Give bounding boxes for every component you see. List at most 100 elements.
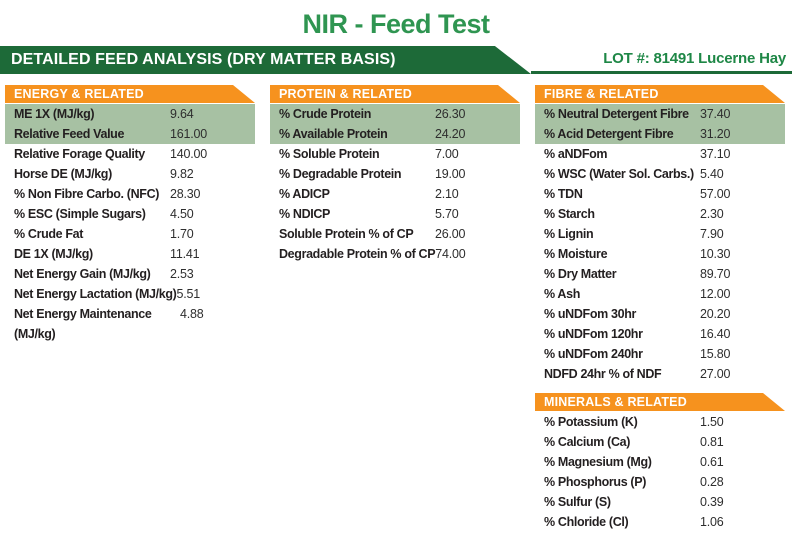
row-value: 4.50: [170, 207, 194, 221]
table-row: % Non Fibre Carbo. (NFC) 28.30: [5, 184, 255, 204]
row-value: 1.50: [700, 415, 724, 429]
table-row: % aNDFom 37.10: [535, 144, 785, 164]
table-row: % WSC (Water Sol. Carbs.) 5.40: [535, 164, 785, 184]
row-value: 74.00: [435, 247, 466, 261]
row-value: 26.00: [435, 227, 466, 241]
row-label: DE 1X (MJ/kg): [14, 247, 93, 261]
row-label: % Non Fibre Carbo. (NFC): [14, 187, 160, 201]
table-row: % Soluble Protein 7.00: [270, 144, 520, 164]
section-minerals: MINERALS & RELATED % Potassium (K) 1.50% …: [535, 393, 785, 532]
row-value: 0.39: [700, 495, 724, 509]
row-label: Horse DE (MJ/kg): [14, 167, 112, 181]
lot-number: LOT #: 81491 Lucerne Hay: [603, 50, 786, 67]
row-label: % TDN: [544, 187, 583, 201]
table-row: % Ash 12.00: [535, 284, 785, 304]
row-value: 2.10: [435, 187, 459, 201]
table-row: Net Energy Maintenance (MJ/kg) 4.88: [5, 304, 255, 344]
row-value: 9.64: [170, 107, 194, 121]
row-label: % aNDFom: [544, 147, 608, 161]
table-row: % Lignin 7.90: [535, 224, 785, 244]
table-row: % Starch 2.30: [535, 204, 785, 224]
table-row: % Phosphorus (P) 0.28: [535, 472, 785, 492]
row-label: % Crude Protein: [279, 107, 371, 121]
section-protein: PROTEIN & RELATED % Crude Protein 26.30% …: [270, 85, 520, 264]
row-value: 24.20: [435, 127, 466, 141]
row-value: 9.82: [170, 167, 194, 181]
table-row: % TDN 57.00: [535, 184, 785, 204]
section-title-minerals: MINERALS & RELATED: [535, 393, 785, 411]
section-rows-protein: % Crude Protein 26.30 % Available Protein 2…: [270, 104, 520, 264]
table-row: % uNDFom 30hr 20.20: [535, 304, 785, 324]
row-value: 28.30: [170, 187, 201, 201]
table-row: % Chloride (Cl) 1.06: [535, 512, 785, 532]
banner-title: DETAILED FEED ANALYSIS (DRY MATTER BASIS…: [11, 51, 396, 68]
table-row: % NDICP 5.70: [270, 204, 520, 224]
row-value: 140.00: [170, 147, 208, 161]
table-row: Relative Forage Quality 140.00: [5, 144, 255, 164]
row-label: ME 1X (MJ/kg): [14, 107, 95, 121]
table-row: Degradable Protein % of CP 74.00: [270, 244, 520, 264]
row-label: % ADICP: [279, 187, 330, 201]
row-label: % Dry Matter: [544, 267, 617, 281]
section-title-fibre: FIBRE & RELATED: [535, 85, 785, 103]
table-row: % Crude Protein 26.30: [270, 104, 520, 124]
row-label: % Neutral Detergent Fibre: [544, 107, 689, 121]
table-row: ME 1X (MJ/kg) 9.64: [5, 104, 255, 124]
row-value: 1.06: [700, 515, 724, 529]
row-label: % Calcium (Ca): [544, 435, 631, 449]
row-value: 2.53: [170, 267, 194, 281]
row-value: 11.41: [170, 247, 200, 261]
row-value: 10.30: [700, 247, 731, 261]
table-row: Net Energy Lactation (MJ/kg) 5.51: [5, 284, 255, 304]
row-label: Degradable Protein % of CP: [279, 247, 436, 261]
row-label: % Degradable Protein: [279, 167, 402, 181]
table-row: DE 1X (MJ/kg) 11.41: [5, 244, 255, 264]
row-label: % Acid Detergent Fibre: [544, 127, 674, 141]
table-row: % Crude Fat 1.70: [5, 224, 255, 244]
row-label: % NDICP: [279, 207, 331, 221]
row-label: % Sulfur (S): [544, 495, 611, 509]
table-row: % Available Protein 24.20: [270, 124, 520, 144]
page-title: NIR - Feed Test: [302, 9, 490, 39]
table-row: % Neutral Detergent Fibre 37.40: [535, 104, 785, 124]
row-value: 0.81: [700, 435, 724, 449]
row-label: % Available Protein: [279, 127, 388, 141]
row-value: 0.61: [700, 455, 724, 469]
table-row: % Moisture 10.30: [535, 244, 785, 264]
table-row: % Magnesium (Mg) 0.61: [535, 452, 785, 472]
row-label: % Phosphorus (P): [544, 475, 647, 489]
column-protein: PROTEIN & RELATED % Crude Protein 26.30% …: [270, 85, 520, 264]
row-label: % ESC (Simple Sugars): [14, 207, 146, 221]
row-label: % uNDFom 240hr: [544, 347, 643, 361]
row-label: Relative Feed Value: [14, 127, 125, 141]
section-fibre: FIBRE & RELATED % Neutral Detergent Fibr…: [535, 85, 785, 384]
row-value: 20.20: [700, 307, 731, 321]
row-label: % WSC (Water Sol. Carbs.): [544, 167, 694, 181]
analysis-grid: ENERGY & RELATED ME 1X (MJ/kg) 9.64 Relati…: [0, 85, 792, 532]
section-rows-fibre: % Neutral Detergent Fibre 37.40 % Acid Det…: [535, 104, 785, 384]
row-label: % Magnesium (Mg): [544, 455, 652, 469]
row-label: % Crude Fat: [14, 227, 84, 241]
row-value: 161.00: [170, 127, 208, 141]
row-value: 5.40: [700, 167, 724, 181]
table-row: % uNDFom 240hr 15.80: [535, 344, 785, 364]
row-label: % Ash: [544, 287, 580, 301]
table-row: % Calcium (Ca) 0.81: [535, 432, 785, 452]
table-row: Net Energy Gain (MJ/kg) 2.53: [5, 264, 255, 284]
row-value: 37.10: [700, 147, 731, 161]
row-label: % Starch: [544, 207, 595, 221]
table-row: % ADICP 2.10: [270, 184, 520, 204]
row-value: 1.70: [170, 227, 194, 241]
row-label: % uNDFom 30hr: [544, 307, 636, 321]
row-value: 16.40: [700, 327, 731, 341]
row-value: 0.28: [700, 475, 724, 489]
row-value: 19.00: [435, 167, 466, 181]
row-label: % Moisture: [544, 247, 608, 261]
table-row: % Potassium (K) 1.50: [535, 412, 785, 432]
banner-flag: DETAILED FEED ANALYSIS (DRY MATTER BASIS…: [0, 46, 531, 74]
row-value: 31.20: [700, 127, 731, 141]
table-row: % Dry Matter 89.70: [535, 264, 785, 284]
row-value: 2.30: [700, 207, 724, 221]
row-label: % uNDFom 120hr: [544, 327, 643, 341]
row-value: 5.51: [176, 287, 200, 301]
